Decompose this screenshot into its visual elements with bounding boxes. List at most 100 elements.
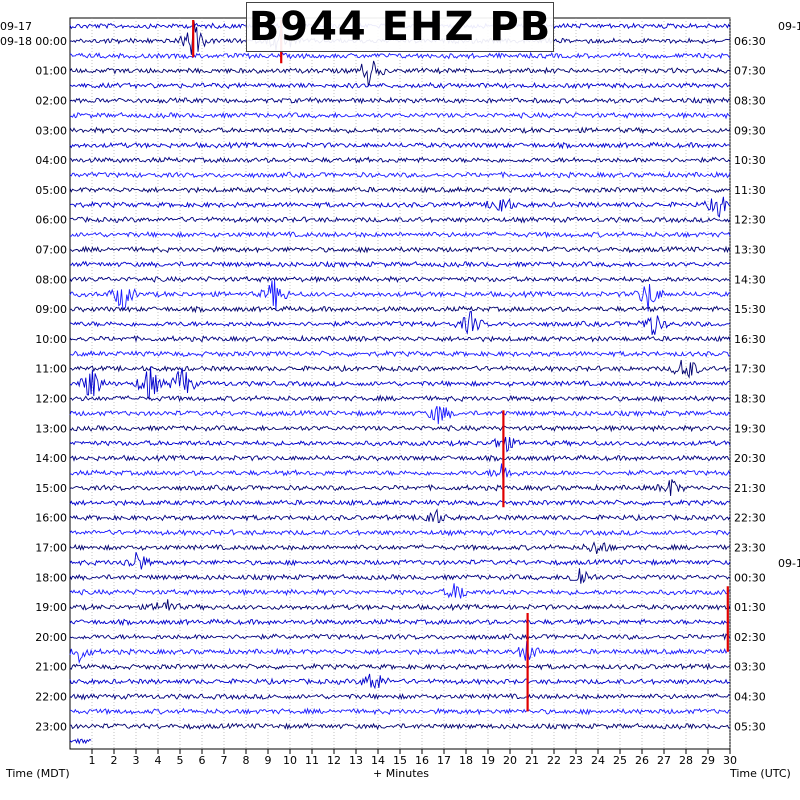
trace-row [69, 111, 731, 120]
right-hour-label: 13:30 [734, 244, 766, 257]
trace-row [70, 722, 731, 731]
x-tick-label: 15 [393, 754, 407, 767]
trace-row [69, 359, 731, 379]
left-hour-label: 22:00 [35, 691, 67, 704]
left-hour-label: 14:00 [35, 452, 67, 465]
x-tick-label: 17 [437, 754, 451, 767]
trace-row [69, 498, 731, 507]
right-hour-label: 22:30 [734, 512, 766, 525]
x-tick-label: 10 [283, 754, 297, 767]
x-tick-label: 4 [155, 754, 162, 767]
trace-row [69, 349, 731, 358]
trace-row [69, 508, 731, 524]
trace-row [69, 394, 731, 403]
trace-row [69, 640, 731, 665]
right-hour-labels: 06:30 07:30 08:30 09:30 10:30 11:30 12:30 13:30… [734, 35, 766, 733]
title-box: B944 EHZ PB [246, 2, 554, 52]
trace-row [69, 552, 731, 570]
x-tick-label: 3 [133, 754, 140, 767]
right-hour-label: 21:30 [734, 482, 766, 495]
left-hour-label: 04:00 [35, 154, 67, 167]
left-hour-label: 08:00 [35, 273, 67, 286]
left-axis-label: Time (MDT) [6, 767, 70, 780]
x-tick-label: 7 [221, 754, 228, 767]
left-hour-label: 23:00 [35, 720, 67, 733]
left-hour-label: 15:00 [35, 482, 67, 495]
left-hour-label: 10:00 [35, 333, 67, 346]
trace-row [69, 196, 731, 218]
x-tick-label: 14 [371, 754, 385, 767]
trace-row [69, 405, 731, 425]
x-axis-ticks: 1 2 3 4 5 6 7 8 9 10 11 12 13 14 15 16 17 18 19 20 21 22 23 24 2… [89, 749, 737, 767]
trace-row [69, 260, 731, 269]
x-tick-label: 19 [481, 754, 495, 767]
x-tick-label: 9 [265, 754, 272, 767]
right-axis-label: Time (UTC) [730, 767, 791, 780]
chart-title: B944 EHZ PB [248, 4, 552, 50]
left-hour-label: 13:00 [35, 422, 67, 435]
right-hour-label: 23:30 [734, 542, 766, 555]
trace-row [69, 334, 731, 343]
trace-row [69, 60, 731, 87]
trace-row [69, 170, 731, 179]
x-tick-label: 12 [327, 754, 341, 767]
right-hour-label: 08:30 [734, 95, 766, 108]
right-hour-label: 05:30 [734, 720, 766, 733]
trace-row [69, 707, 731, 716]
right-hour-label: 15:30 [734, 303, 766, 316]
left-hour-label: 11:00 [35, 363, 67, 376]
trace-row [69, 599, 731, 612]
right-hour-label: 19:30 [734, 422, 766, 435]
x-tick-label: 21 [525, 754, 539, 767]
left-hour-label: 12:00 [35, 393, 67, 406]
x-tick-label: 8 [243, 754, 250, 767]
trace-row [69, 81, 731, 90]
trace-row [69, 366, 731, 401]
trace-row [69, 141, 731, 150]
right-hour-label: 03:30 [734, 661, 766, 674]
trace-row [69, 618, 731, 627]
trace-row [69, 186, 731, 194]
left-hour-label: 19:00 [35, 601, 67, 614]
right-hour-label: 14:30 [734, 273, 766, 286]
x-tick-label: 5 [177, 754, 184, 767]
left-date-label: 09-18 [0, 35, 32, 48]
x-tick-label: 23 [569, 754, 583, 767]
left-hour-label: 06:00 [35, 214, 67, 227]
left-hour-label: 01:00 [35, 65, 67, 78]
left-hour-label: 20:00 [35, 631, 67, 644]
trace-row [69, 216, 731, 224]
trace-row [69, 454, 731, 463]
x-tick-label: 26 [635, 754, 649, 767]
trace-row [69, 245, 731, 254]
right-hour-label: 09:30 [734, 124, 766, 137]
trace-row [69, 633, 731, 641]
right-hour-label: 10:30 [734, 154, 766, 167]
right-hour-label: 01:30 [734, 601, 766, 614]
trace-row [69, 156, 731, 164]
minute-gridlines [91, 18, 731, 749]
trace-row [69, 424, 731, 433]
right-hour-label: 07:30 [734, 65, 766, 78]
bottom-axis-label: + Minutes [373, 767, 430, 780]
x-tick-label: 6 [199, 754, 206, 767]
trace-row [69, 737, 92, 745]
trace-row [69, 126, 731, 135]
trace-row [69, 529, 731, 537]
trace-row [69, 463, 731, 480]
trace-row [69, 436, 731, 453]
trace-row [69, 541, 731, 555]
right-hour-label: 11:30 [734, 184, 766, 197]
x-tick-label: 24 [591, 754, 605, 767]
left-hour-label: 18:00 [35, 571, 67, 584]
trace-row [69, 280, 731, 312]
x-tick-label: 25 [613, 754, 627, 767]
trace-row [69, 51, 731, 60]
left-hour-label: 03:00 [35, 124, 67, 137]
trace-row [69, 305, 731, 314]
right-hour-label: 20:30 [734, 452, 766, 465]
left-date-start: 09-17 [0, 20, 32, 33]
x-tick-label: 20 [503, 754, 517, 767]
x-tick-label: 28 [679, 754, 693, 767]
